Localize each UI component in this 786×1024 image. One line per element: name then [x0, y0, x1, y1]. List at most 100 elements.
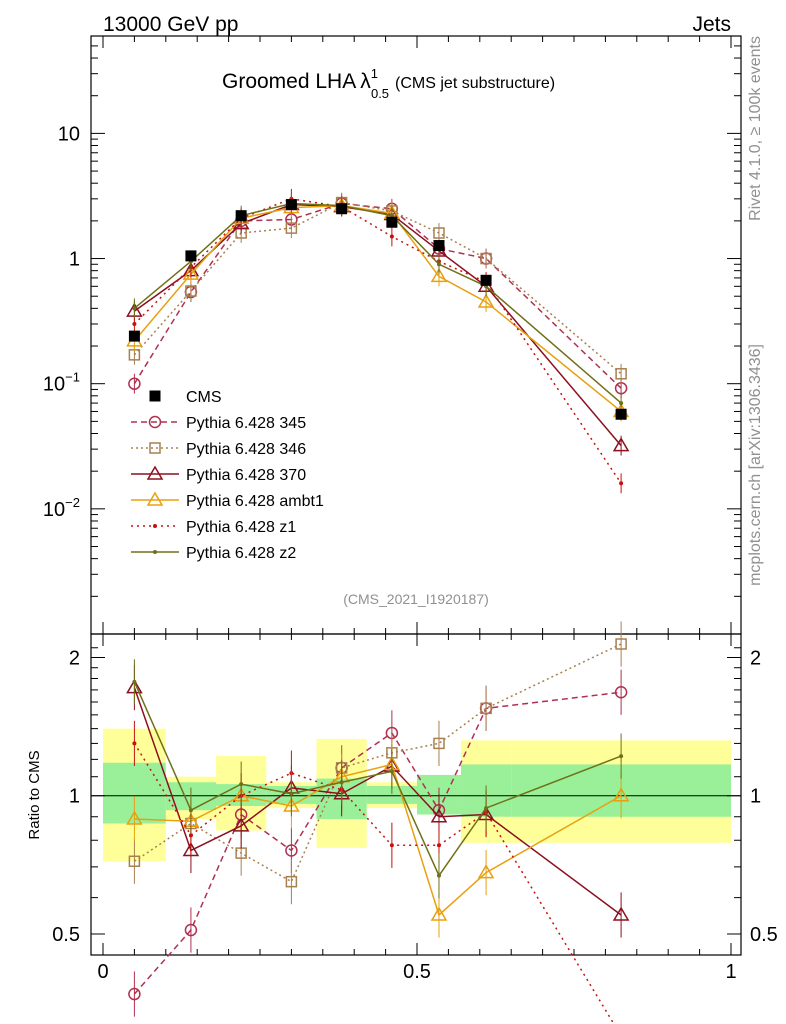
cms-data-point	[128, 330, 140, 342]
series-line-main	[133, 198, 622, 484]
series-line-main	[133, 203, 622, 447]
ratio-point	[285, 875, 298, 888]
mcplots-source-label: mcplots.cern.ch [arXiv:1306.3436]	[747, 344, 764, 586]
ratio-point	[433, 737, 445, 750]
legend: CMS Pythia 6.428 345 Pythia 6.428 346 Pythi…	[131, 389, 324, 562]
cms-data-point	[235, 210, 247, 222]
ratio-point	[285, 844, 298, 857]
header-energy-label: 13000 GeV pp	[103, 13, 238, 36]
ratio-plot-frame	[90, 633, 742, 956]
legend-marker	[146, 491, 164, 506]
ratio-point	[480, 702, 492, 715]
ratio-point	[477, 864, 495, 879]
axes-frame: 0 0.5 1 10−2 10−1 1 10 0.5 0.5 1 1 2 2	[43, 35, 778, 983]
legend-label: Pythia 6.428 z2	[186, 545, 296, 562]
series-point	[480, 252, 492, 265]
legend-marker	[146, 465, 164, 480]
chart-title: Groomed LHA λ1 0.5(CMS jet substructure)	[222, 66, 555, 101]
ratio-point	[389, 769, 394, 774]
x-tick-label: 1	[725, 961, 736, 983]
legend-label: Pythia 6.428 346	[186, 441, 306, 458]
series-point	[430, 267, 448, 283]
series-point	[132, 306, 137, 311]
legend-label: Pythia 6.428 ambt1	[186, 493, 324, 510]
series-point	[185, 285, 197, 297]
ratio-point	[484, 806, 489, 811]
ratio-point	[232, 817, 250, 832]
series-point	[389, 213, 394, 218]
cms-data-point	[615, 408, 627, 420]
series-point	[132, 321, 137, 326]
legend-marker	[153, 524, 157, 528]
ratio-point	[339, 780, 344, 785]
main-y-tick-label: 10−2	[43, 495, 80, 521]
cms-data-point	[480, 274, 492, 286]
ratio-y-tick-label-right: 2	[750, 647, 761, 669]
cms-data-point	[336, 203, 348, 215]
ratio-point	[430, 906, 448, 921]
series-point	[619, 481, 624, 486]
legend-label-cms: CMS	[186, 389, 222, 406]
ratio-y-tick-label-left: 1	[69, 786, 80, 808]
ratio-point	[436, 873, 441, 878]
analysis-id-label: (CMS_2021_I1920187)	[343, 591, 489, 607]
ratio-y-axis-label: Ratio to CMS	[26, 750, 43, 839]
cms-data-point	[386, 216, 398, 228]
ratio-point	[289, 791, 294, 796]
series-point	[477, 293, 495, 308]
ratio-point	[615, 638, 627, 650]
cms-data-point	[433, 240, 445, 252]
legend-label: Pythia 6.428 z1	[186, 519, 296, 536]
series-point	[285, 222, 298, 234]
series-point	[433, 227, 445, 239]
ratio-y-tick-label-right: 1	[750, 786, 761, 808]
header-jets-label: Jets	[692, 13, 731, 36]
series-line-main	[133, 202, 622, 389]
series-point	[128, 377, 141, 390]
ratio-point	[612, 906, 630, 921]
cms-data-series	[128, 199, 627, 420]
series-point	[436, 262, 441, 267]
legend-marker	[148, 415, 162, 429]
legend-marker	[153, 550, 157, 554]
main-y-tick-label: 10−1	[43, 370, 80, 396]
ratio-point	[132, 741, 137, 746]
series-point	[389, 234, 394, 239]
ratio-point	[436, 843, 441, 848]
cms-data-point	[185, 250, 197, 262]
ratio-point	[128, 855, 141, 868]
x-tick-label: 0	[97, 961, 108, 983]
legend-label: Pythia 6.428 345	[186, 415, 306, 432]
ratio-y-tick-label-left: 0.5	[52, 924, 80, 946]
series-point	[612, 437, 630, 452]
series-point	[615, 368, 627, 380]
legend-label: Pythia 6.428 370	[186, 467, 306, 484]
legend-marker	[149, 442, 161, 454]
ratio-point	[239, 782, 244, 787]
x-tick-label: 0.5	[403, 961, 431, 983]
ratio-point	[188, 833, 193, 838]
ratio-y-tick-label-right: 0.5	[750, 924, 778, 946]
main-y-tick-label: 1	[69, 249, 80, 271]
ratio-point	[132, 679, 137, 684]
ratio-point	[188, 808, 193, 813]
series-point	[182, 265, 200, 280]
ratio-point	[614, 686, 628, 699]
ratio-point	[184, 923, 198, 937]
ratio-point	[128, 987, 141, 1001]
series-layer	[126, 188, 630, 1024]
cms-data-point	[285, 199, 297, 211]
ratio-point	[389, 843, 394, 848]
series-point	[619, 401, 624, 406]
legend-marker-cms	[149, 390, 161, 402]
ratio-point	[612, 787, 630, 802]
rivet-version-label: Rivet 4.1.0, ≥ 100k events	[747, 36, 764, 221]
main-y-tick-label: 10	[58, 123, 80, 145]
ratio-point	[430, 808, 448, 823]
ratio-point	[126, 810, 143, 825]
series-line-main	[133, 204, 622, 413]
ratio-point	[619, 754, 624, 759]
series-line-main	[133, 201, 622, 375]
